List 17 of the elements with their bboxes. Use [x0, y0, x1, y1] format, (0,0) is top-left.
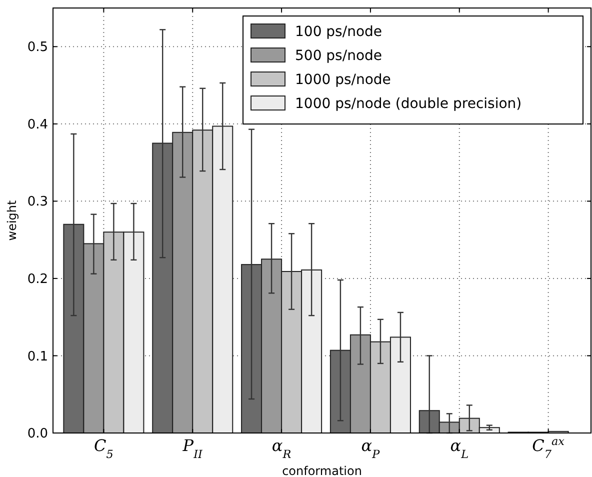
x-tick-label: α$_{P}$ [361, 436, 380, 460]
y-axis-title: weight [5, 200, 19, 241]
y-tick-label: 0.2 [27, 272, 48, 288]
legend-label: 100 ps/node [295, 24, 382, 40]
y-tick-label: 0.3 [27, 194, 48, 210]
legend-label: 500 ps/node [295, 48, 382, 64]
legend-label: 1000 ps/node (double precision) [295, 96, 522, 112]
x-tick-label: α$_{R}$ [272, 436, 292, 460]
x-axis-title: conformation [282, 464, 362, 477]
y-tick-label: 0.4 [27, 117, 48, 132]
x-tick-label: α$_{L}$ [450, 436, 469, 460]
y-tick-label: 0.5 [27, 40, 48, 56]
y-tick-label: 0.1 [27, 349, 48, 364]
x-tick-label: C$_{5}$ [94, 436, 114, 460]
y-tick-label: 0.0 [27, 426, 48, 442]
legend-label: 1000 ps/node [295, 72, 391, 88]
x-tick-label: P$_{II}$ [182, 436, 203, 460]
